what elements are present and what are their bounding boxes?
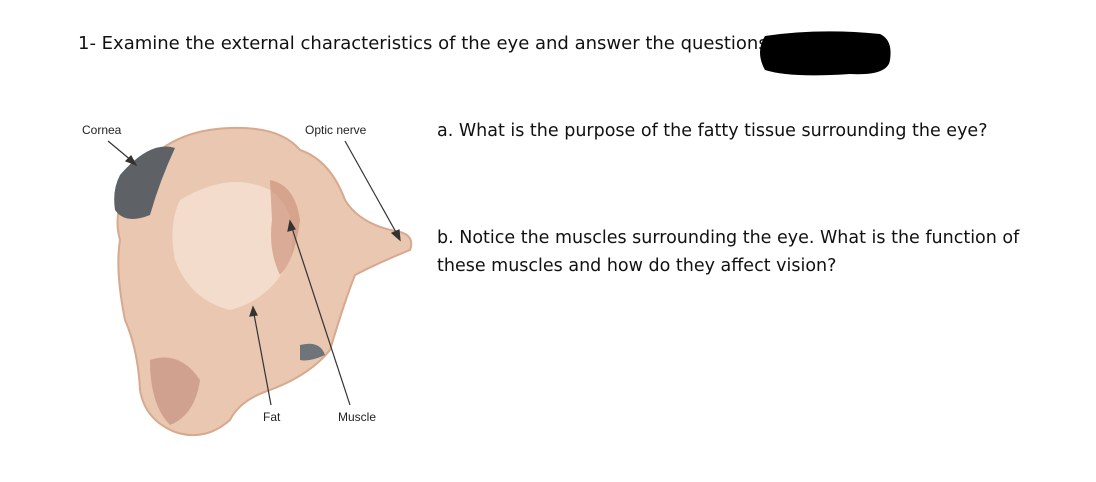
figure-label: Fat — [263, 410, 281, 424]
arrow — [344, 140, 398, 235]
arrowhead — [287, 219, 296, 232]
arrow — [107, 140, 133, 162]
redaction — [760, 31, 891, 76]
question: b. Notice the muscles surrounding the ey… — [437, 228, 1020, 276]
arrow — [253, 313, 272, 406]
specimen-detail — [172, 182, 293, 310]
question: a. What is the purpose of the fatty tiss… — [437, 121, 988, 141]
arrow — [291, 227, 351, 406]
arrowhead — [124, 155, 138, 167]
specimen-detail — [150, 357, 200, 425]
figure-label: Cornea — [82, 123, 122, 137]
heading: 1- Examine the external characteristics … — [78, 33, 768, 54]
arrows — [107, 140, 401, 406]
arrowhead — [249, 305, 258, 317]
arrowhead — [390, 229, 401, 242]
figure-label: Optic nerve — [305, 123, 367, 137]
cornea — [114, 146, 175, 219]
specimen-detail — [270, 180, 300, 275]
sclera-edge — [300, 343, 325, 361]
figure-label: Muscle — [338, 410, 376, 424]
